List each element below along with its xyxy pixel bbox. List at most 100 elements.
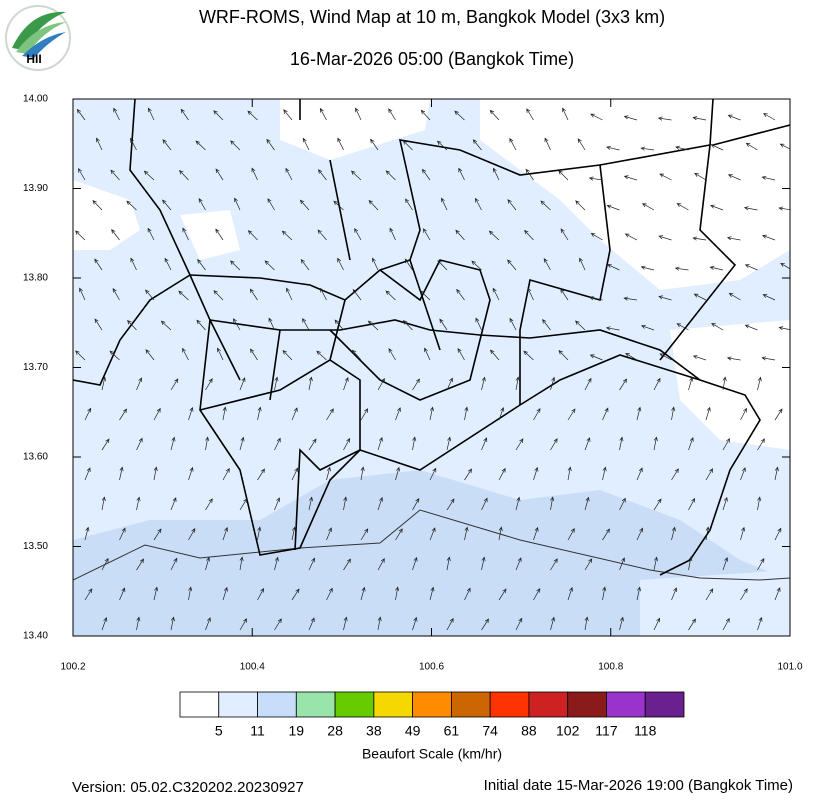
wind-arrow bbox=[671, 587, 678, 601]
wind-arrow bbox=[575, 200, 586, 211]
wind-arrow bbox=[377, 378, 385, 391]
wind-arrow bbox=[239, 498, 248, 511]
wind-arrow bbox=[429, 586, 435, 601]
wind-arrow bbox=[653, 377, 661, 391]
wind-arrow bbox=[488, 230, 500, 241]
wind-arrow bbox=[101, 438, 110, 451]
wind-arrow bbox=[761, 356, 776, 361]
wind-arrow bbox=[636, 467, 643, 481]
wind-arrow bbox=[640, 265, 655, 271]
wind-arrow bbox=[722, 496, 728, 511]
wind-arrow bbox=[792, 559, 799, 570]
colorbar-label: 5 bbox=[215, 723, 223, 739]
wind-arrow bbox=[127, 319, 137, 331]
wind-arrow bbox=[372, 257, 379, 271]
wind-arrow bbox=[740, 588, 748, 601]
wind-arrow bbox=[671, 526, 676, 541]
wind-arrow bbox=[351, 349, 362, 361]
wind-arrow bbox=[205, 498, 213, 511]
wind-arrow bbox=[343, 558, 351, 571]
wind-arrow bbox=[624, 233, 638, 241]
wind-arrow bbox=[205, 378, 213, 391]
wind-arrow bbox=[101, 617, 108, 631]
wind-arrow bbox=[153, 466, 158, 481]
wind-arrow bbox=[464, 468, 472, 481]
wind-arrow bbox=[424, 347, 431, 361]
wind-arrow bbox=[317, 229, 327, 241]
wind-arrow bbox=[675, 145, 689, 151]
wind-arrow bbox=[475, 197, 482, 211]
colorbar-label: 117 bbox=[595, 723, 618, 739]
wind-arrow bbox=[710, 204, 724, 211]
wind-arrow bbox=[319, 107, 327, 121]
wind-arrow bbox=[458, 167, 465, 181]
wind-arrow bbox=[692, 236, 707, 241]
wind-arrow bbox=[779, 143, 790, 150]
wind-arrow bbox=[377, 496, 383, 511]
boundary bbox=[209, 319, 701, 381]
wind-arrow bbox=[792, 378, 797, 390]
wind-arrow bbox=[119, 587, 126, 601]
wind-arrow bbox=[78, 168, 86, 181]
wind-arrow bbox=[286, 287, 293, 301]
colorbar-label: 49 bbox=[405, 723, 421, 739]
wind-arrow bbox=[577, 138, 586, 151]
wind-arrow bbox=[446, 556, 451, 571]
wind-arrow bbox=[257, 587, 265, 601]
colorbar-box bbox=[450, 691, 491, 718]
boundary bbox=[329, 259, 491, 401]
wind-arrow bbox=[360, 466, 365, 481]
wind-arrow bbox=[337, 137, 344, 151]
wind-arrow bbox=[584, 496, 590, 511]
wind-arrow bbox=[481, 497, 488, 511]
wind-arrow bbox=[507, 199, 517, 211]
wind-arrow bbox=[481, 618, 489, 631]
wind-arrow bbox=[740, 526, 746, 541]
wind-arrow bbox=[170, 436, 176, 451]
wind-arrow bbox=[590, 232, 603, 241]
wind-arrow bbox=[619, 616, 624, 631]
wind-arrow bbox=[550, 376, 556, 391]
wind-arrow bbox=[388, 348, 396, 361]
wind-arrow bbox=[291, 526, 297, 541]
wind-arrow bbox=[659, 353, 672, 361]
wind-arrow bbox=[693, 293, 707, 301]
wind-arrow bbox=[188, 586, 193, 601]
wind-arrow bbox=[326, 408, 334, 421]
coastline bbox=[73, 509, 790, 581]
boundary bbox=[73, 274, 361, 551]
wind-arrow bbox=[509, 317, 517, 331]
wind-arrow bbox=[160, 320, 172, 331]
wind-arrow bbox=[584, 377, 592, 391]
wind-arrow bbox=[722, 376, 727, 391]
colorbar-label: 102 bbox=[556, 723, 580, 739]
wind-arrow bbox=[606, 145, 620, 151]
wind-arrow bbox=[560, 288, 569, 301]
wind-arrow bbox=[162, 199, 172, 211]
wind-arrow bbox=[498, 407, 505, 421]
colorbar-box bbox=[644, 691, 685, 718]
wind-arrow bbox=[300, 258, 310, 271]
wind-arrow bbox=[84, 467, 91, 481]
wind-arrow bbox=[439, 318, 448, 331]
wind-arrow bbox=[727, 114, 741, 121]
wind-arrow bbox=[350, 170, 362, 181]
wind-arrow bbox=[119, 408, 127, 421]
wind-arrow bbox=[422, 228, 431, 241]
wind-arrow bbox=[274, 497, 281, 511]
wind-arrow bbox=[94, 318, 103, 331]
shade bbox=[640, 570, 790, 636]
wind-arrow bbox=[457, 348, 465, 361]
axes: 100.2 100.4 100.6 100.8 101.0 14.00 13.90 13.80… bbox=[23, 94, 803, 673]
wind-arrow bbox=[526, 108, 534, 121]
wind-arrow bbox=[101, 496, 106, 511]
wind-arrow bbox=[550, 438, 558, 451]
wind-arrow bbox=[136, 558, 144, 571]
wind-arrow bbox=[388, 108, 396, 121]
wind-arrow bbox=[743, 206, 758, 211]
wind-arrow bbox=[757, 557, 765, 571]
wind-arrow bbox=[316, 350, 327, 361]
wind-arrow bbox=[126, 200, 137, 211]
wind-arrow bbox=[230, 260, 241, 271]
wind-arrow bbox=[653, 498, 662, 511]
